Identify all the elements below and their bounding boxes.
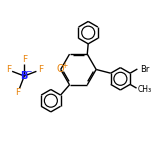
Text: Br: Br xyxy=(140,64,150,74)
Text: F: F xyxy=(38,65,43,74)
Text: −: − xyxy=(25,67,31,76)
Text: F: F xyxy=(6,65,11,74)
Text: CH₃: CH₃ xyxy=(138,85,152,94)
Text: F: F xyxy=(22,55,27,64)
Text: +: + xyxy=(62,61,68,70)
Text: F: F xyxy=(16,88,21,97)
Text: O: O xyxy=(57,64,64,74)
Text: B: B xyxy=(21,71,28,81)
